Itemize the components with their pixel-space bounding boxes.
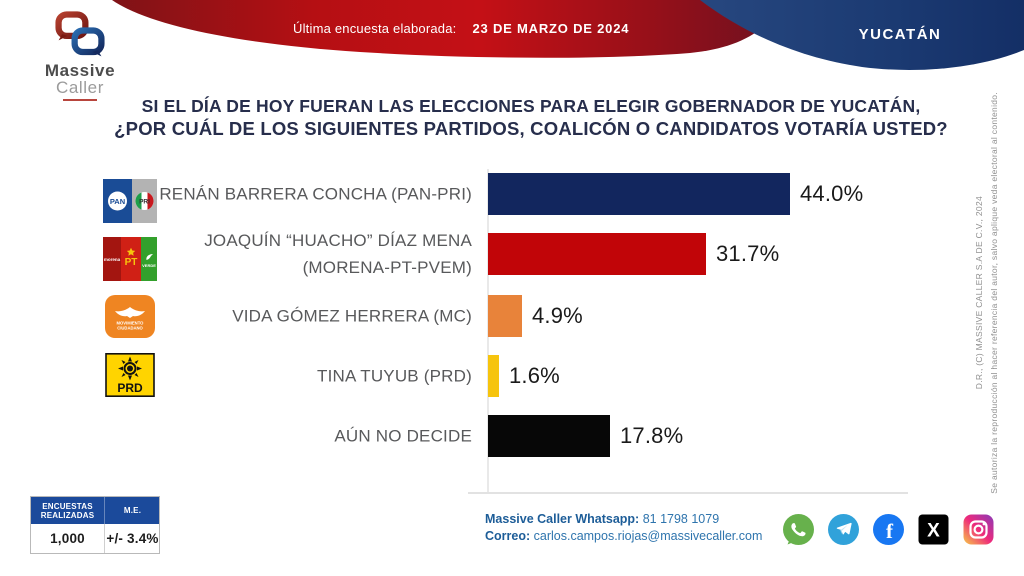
last-survey-banner: Última encuesta elaborada: 23 DE MARZO D… [293,21,629,36]
result-bar [488,415,610,457]
svg-text:PAN: PAN [110,197,125,206]
stats-header-me: M.E. [104,497,160,524]
question-title: SI EL DÍA DE HOY FUERAN LAS ELECCIONES P… [38,95,1024,140]
blue-ribbon [700,0,1024,70]
chat-bubbles-icon [55,11,105,57]
copyright-rights: D.R., (C) MASSIVE CALLER S.A DE C.V., 20… [974,196,984,390]
contact-info: Massive Caller Whatsapp: 81 1798 1079 Co… [485,511,762,544]
chart-row: JOAQUÍN “HUACHO” DÍAZ MENA (MORENA-PT-PV… [0,231,1024,277]
chart-row: VIDA GÓMEZ HERRERA (MC) 4.9% [0,295,1024,337]
result-bar [488,233,706,275]
x-icon[interactable]: X [918,514,949,545]
candidate-label: VIDA GÓMEZ HERRERA (MC) [232,306,472,326]
svg-text:PT: PT [125,257,138,268]
stats-table-row: 1,000 +/- 3.4% [31,524,159,553]
contact-whatsapp: Massive Caller Whatsapp: 81 1798 1079 [485,511,762,528]
mc-logo: MOVIMIENTO CIUDADANO [105,295,155,338]
instagram-icon[interactable] [963,514,994,545]
result-value: 44.0% [800,181,864,206]
banner-label: Última encuesta elaborada: [293,21,457,36]
logo-word-caller: Caller [55,78,104,97]
stats-header-encuestas: ENCUESTAS REALIZADAS [40,501,95,520]
telegram-icon[interactable] [828,514,859,545]
candidate-label: TINA TUYUB (PRD) [317,366,472,386]
email-label: Correo: [485,528,531,543]
sample-stats-table: ENCUESTAS REALIZADAS M.E. 1,000 +/- 3.4% [30,496,160,554]
chart-row: AÚN NO DECIDE 17.8% [0,415,1024,457]
whatsapp-label: Massive Caller Whatsapp: [485,512,640,526]
svg-text:morena: morena [104,257,121,262]
red-ribbon [112,0,783,58]
email-address: carlos.campos.riojas@massivecaller.com [530,528,763,543]
question-line-1: SI EL DÍA DE HOY FUERAN LAS ELECCIONES P… [141,96,921,116]
massive-caller-logo: Massive Caller [28,10,132,101]
candidate-label: JOAQUÍN “HUACHO” DÍAZ MENA (MORENA-PT-PV… [204,231,472,277]
svg-text:X: X [927,521,940,542]
chart-row: RENÁN BARRERA CONCHA (PAN-PRI) 44.0% [0,173,1024,215]
whatsapp-number: 81 1798 1079 [639,512,720,526]
stats-table-header: ENCUESTAS REALIZADAS M.E. [31,497,159,524]
svg-text:f: f [886,519,894,543]
svg-text:PRD: PRD [117,381,143,395]
svg-text:VERDE: VERDE [142,263,156,268]
result-value: 1.6% [509,363,560,388]
stats-value-me: +/- 3.4% [104,524,160,553]
pan-pri-logo: PAN PRI [103,179,157,223]
chart-bottom-line [468,492,908,494]
question-line-2: ¿POR CUÁL DE LOS SIGUIENTES PARTIDOS, CO… [114,118,948,139]
morena-pt-pvem-logo: morena PT VERDE [103,237,157,281]
svg-text:CIUDADANO: CIUDADANO [117,326,143,331]
logo-word-massive: Massive [44,61,116,80]
prd-logo: PRD [105,353,155,397]
result-value: 4.9% [532,303,583,328]
copyright-block: D.R., (C) MASSIVE CALLER S.A DE C.V., 20… [974,88,999,498]
copyright-notice: Se autoriza la reproducción al hacer ref… [989,92,999,494]
header-ribbons [112,0,1024,70]
social-icons: f X [783,514,994,545]
candidate-label: AÚN NO DECIDE [334,426,472,446]
result-bar [488,355,499,397]
logo-underline [63,99,97,101]
chart-row: TINA TUYUB (PRD) 1.6% [0,355,1024,397]
result-bar [488,295,522,337]
whatsapp-icon[interactable] [783,514,814,545]
svg-text:MOVIMIENTO: MOVIMIENTO [117,321,145,326]
svg-text:PRI: PRI [139,199,150,206]
result-bar [488,173,790,215]
facebook-icon[interactable]: f [873,514,904,545]
state-badge: YUCATÁN [858,26,942,43]
banner-date: 23 DE MARZO DE 2024 [472,21,630,36]
result-value: 17.8% [620,423,684,448]
contact-email: Correo: carlos.campos.riojas@massivecall… [485,528,762,545]
result-value: 31.7% [716,241,780,266]
stats-value-encuestas: 1,000 [50,531,85,546]
candidate-label: RENÁN BARRERA CONCHA (PAN-PRI) [159,184,472,204]
